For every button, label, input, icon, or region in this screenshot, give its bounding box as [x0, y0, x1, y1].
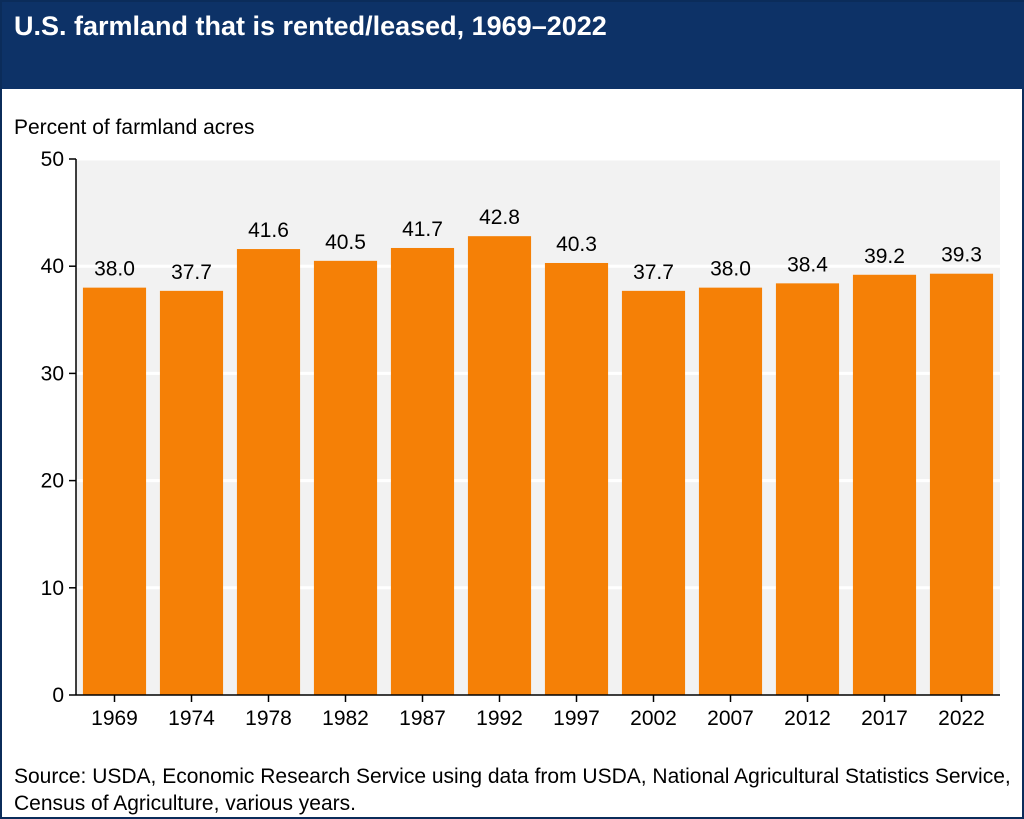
value-label-2007: 38.0 [710, 258, 751, 281]
x-tick-label-2022: 2022 [938, 707, 985, 730]
value-label-2022: 39.3 [941, 244, 982, 267]
bar-2017 [852, 274, 917, 695]
bar-2007 [698, 287, 763, 695]
value-labels: 38.0 37.7 41.6 40.5 41.7 42.8 40.3 37.7 38.0 38.4… [94, 206, 982, 284]
y-tick-label-30: 30 [41, 362, 64, 385]
x-tick-label-1992: 1992 [476, 707, 523, 730]
value-label-1974: 37.7 [171, 261, 212, 284]
value-label-2012: 38.4 [787, 253, 828, 276]
chart-title: U.S. farmland that is rented/leased, 196… [14, 11, 607, 41]
x-tick-label-1997: 1997 [553, 707, 600, 730]
x-tick-label-2017: 2017 [861, 707, 908, 730]
x-tick-label-2007: 2007 [707, 707, 754, 730]
x-tick-label-1982: 1982 [322, 707, 369, 730]
x-tick-label-1987: 1987 [399, 707, 446, 730]
value-label-1969: 38.0 [94, 258, 135, 281]
y-axis-label: Percent of farmland acres [14, 116, 254, 139]
source-note: Source: USDA, Economic Research Service … [14, 765, 1011, 815]
x-tick-label-1969: 1969 [91, 707, 138, 730]
x-tick-label-2012: 2012 [784, 707, 831, 730]
bars [82, 236, 994, 695]
x-tick-label-1974: 1974 [168, 707, 215, 730]
value-label-1992: 42.8 [479, 206, 520, 229]
value-label-1987: 41.7 [402, 218, 443, 241]
y-tick-label-10: 10 [41, 577, 64, 600]
bar-1987 [390, 247, 455, 695]
bar-1982 [313, 260, 378, 695]
x-tick-label-2002: 2002 [630, 707, 677, 730]
bar-2022 [929, 273, 994, 695]
y-tick-label-20: 20 [41, 470, 64, 493]
gridlines [76, 157, 1000, 590]
value-label-1978: 41.6 [248, 219, 289, 242]
value-label-2017: 39.2 [864, 245, 905, 268]
bar-1992 [467, 236, 532, 695]
plot-background [76, 159, 1000, 695]
bar-1974 [159, 290, 224, 695]
bar-1969 [82, 287, 147, 695]
bar-1997 [544, 262, 609, 695]
value-label-1997: 40.3 [556, 233, 597, 256]
title-bar: U.S. farmland that is rented/leased, 196… [2, 2, 1024, 89]
y-tick-labels: 0 10 20 30 40 50 [41, 148, 64, 707]
bar-1978 [236, 249, 301, 695]
y-tick-label-40: 40 [41, 255, 64, 278]
axes [69, 158, 1000, 702]
value-label-2002: 37.7 [633, 261, 674, 284]
bar-2002 [621, 290, 686, 695]
bar-2012 [775, 283, 840, 695]
x-tick-label-1978: 1978 [245, 707, 292, 730]
value-label-1982: 40.5 [325, 231, 366, 254]
y-tick-label-0: 0 [52, 684, 64, 707]
y-tick-label-50: 50 [41, 148, 64, 171]
x-tick-labels: 1969 1974 1978 1982 1987 1992 1997 2002 2007 2012… [91, 707, 985, 730]
